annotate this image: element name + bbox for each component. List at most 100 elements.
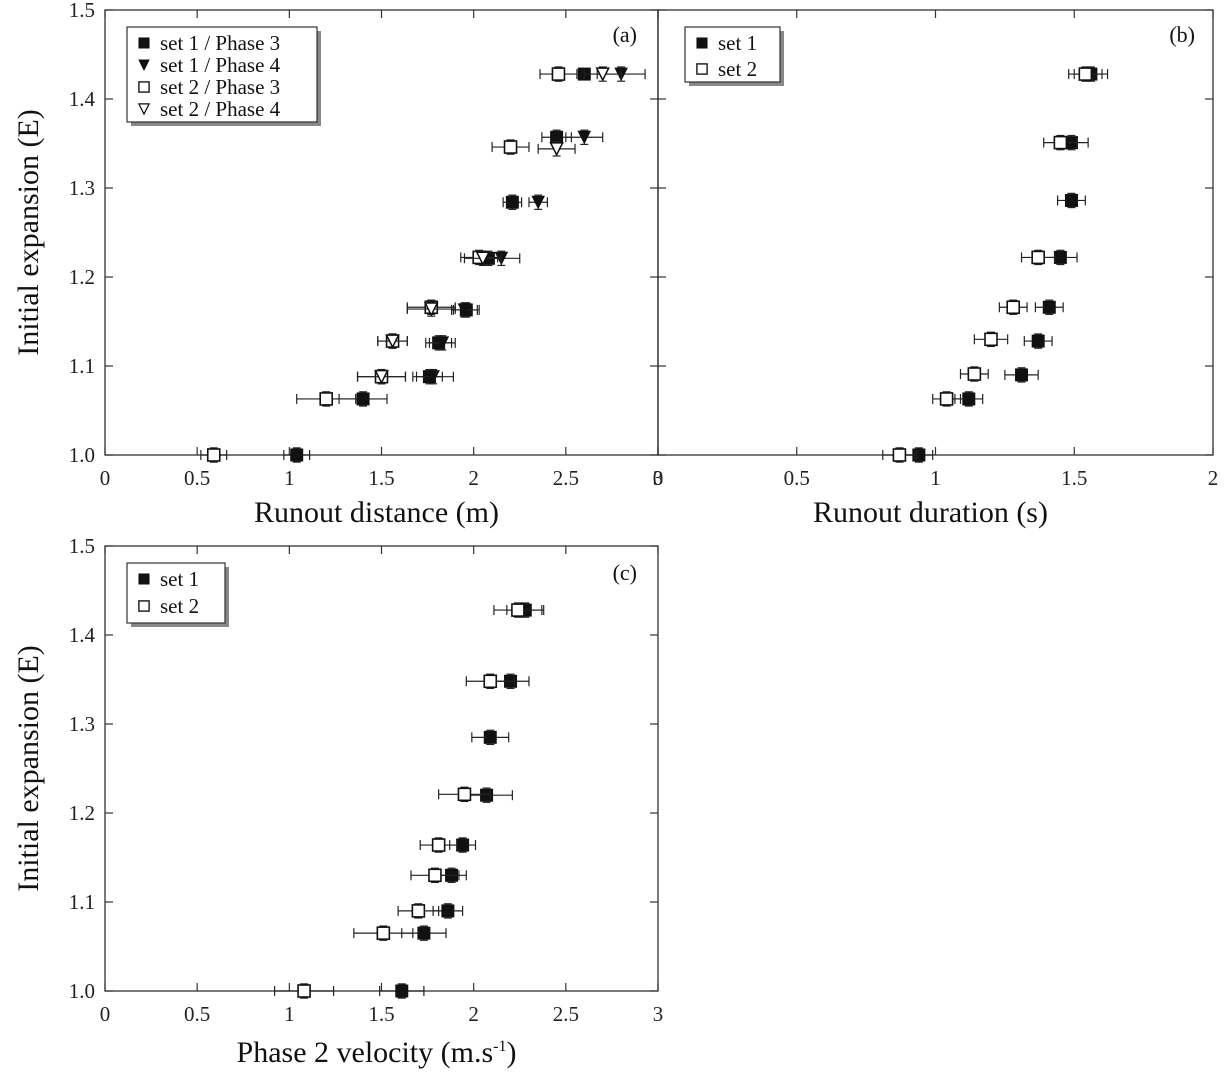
- data-point: [457, 303, 472, 318]
- y-tick-label: 1.0: [69, 443, 95, 467]
- panel-label: (c): [613, 560, 637, 585]
- x-tick-label: 1.5: [368, 466, 394, 490]
- legend-marker-symbol: [138, 59, 150, 72]
- legend-marker-symbol: [138, 81, 150, 93]
- legend-marker: [138, 59, 150, 72]
- data-point: [431, 838, 446, 852]
- series-4: [356, 66, 622, 385]
- legend-marker-symbol: [138, 37, 150, 49]
- data-point: [475, 251, 491, 266]
- data-point: [1015, 368, 1029, 382]
- x-tick-label: 1: [284, 1002, 295, 1026]
- legend-marker: [696, 63, 708, 75]
- legend-marker: [138, 37, 150, 49]
- data-point: [1064, 193, 1078, 207]
- data-point: [456, 838, 470, 852]
- data-point: [483, 674, 498, 689]
- x-tick-label: 1.5: [368, 1002, 394, 1026]
- data-point: [426, 370, 440, 384]
- x-tick-label: 1.5: [1061, 466, 1087, 490]
- x-tick-label: 1: [930, 466, 941, 490]
- y-tick-label: 1.2: [69, 265, 95, 289]
- data-point: [967, 367, 982, 381]
- data-point: [1031, 334, 1045, 348]
- legend-marker: [138, 81, 150, 93]
- x-tick-label: 2: [468, 1002, 479, 1026]
- y-tick-label: 1.2: [69, 801, 95, 825]
- panel-b: 0 0.5 1 1.5 2 Runout duration (s) (b) set 1set …: [653, 9, 1219, 529]
- y-tick-label: 1.5: [69, 534, 95, 558]
- data-point: [441, 904, 455, 918]
- data-point: [356, 392, 370, 406]
- x-tick-label: 0.5: [184, 1002, 210, 1026]
- legend-box: [126, 562, 226, 624]
- x-tick-label: 0: [100, 1002, 111, 1026]
- data-point: [319, 392, 334, 406]
- data-point: [984, 332, 998, 347]
- x-tick-label: 0: [653, 466, 664, 490]
- data-point: [551, 67, 566, 81]
- legend-marker: [138, 600, 150, 612]
- legend-entry: set 1: [160, 567, 199, 591]
- legend-box: [126, 26, 318, 123]
- x-tick-label: 0.5: [784, 466, 810, 490]
- panel-a: 0 0.5 1 1.5 2 2.5 3 1.0 1.1 1.2 1.3 1.4 1.5 Runout di…: [12, 0, 663, 529]
- x-tick-label: 3: [653, 466, 664, 490]
- legend-marker: [137, 103, 151, 116]
- x-tick-label: 2.5: [553, 466, 579, 490]
- data-point: [595, 67, 610, 82]
- x-axis-title: Phase 2 velocity (m.s-1): [237, 1036, 517, 1069]
- panel-c: 0 0.5 1 1.5 2 2.5 3 1.0 1.1 1.2 1.3 1.4 1.5 Phase 2 v…: [12, 534, 663, 1069]
- data-point: [1078, 67, 1093, 81]
- x-axis-title: Runout distance (m): [254, 496, 499, 529]
- data-point: [395, 984, 409, 998]
- data-point: [428, 868, 442, 883]
- legend-marker: [138, 573, 150, 585]
- y-tick-label: 1.3: [69, 176, 95, 200]
- legend-entry: set 2 / Phase 3: [160, 75, 280, 99]
- data-point: [1042, 300, 1056, 314]
- data-point: [297, 984, 311, 998]
- y-tick-label: 1.0: [69, 979, 95, 1003]
- data-point: [411, 904, 426, 918]
- series-2: [273, 602, 543, 999]
- legend-entry: set 1 / Phase 4: [160, 53, 281, 77]
- legend-marker-symbol: [138, 600, 150, 612]
- y-axis-title: Initial expansion (E): [12, 645, 45, 892]
- x-tick-label: 3: [653, 1002, 664, 1026]
- x-tick-label: 2: [1208, 466, 1219, 490]
- data-point: [939, 392, 954, 406]
- data-point: [511, 603, 525, 617]
- data-point: [1053, 250, 1067, 264]
- y-tick-label: 1.5: [69, 0, 95, 22]
- y-axis-title: Initial expansion (E): [12, 109, 45, 356]
- data-point: [435, 336, 450, 350]
- data-point: [1053, 135, 1068, 150]
- x-tick-label: 2.5: [553, 1002, 579, 1026]
- data-point: [206, 448, 221, 462]
- x-axis-title-superscript: -1: [493, 1038, 506, 1055]
- y-tick-label: 1.1: [69, 354, 95, 378]
- x-axis-title: Runout duration (s): [813, 496, 1048, 529]
- data-point: [503, 140, 518, 154]
- y-tick-label: 1.4: [69, 623, 96, 647]
- legend-entry: set 2: [718, 57, 757, 81]
- data-point: [1006, 300, 1021, 315]
- legend-entry: set 1: [718, 31, 757, 55]
- data-point: [480, 788, 494, 802]
- y-tick-label: 1.1: [69, 890, 95, 914]
- legend-entry: set 2 / Phase 4: [160, 97, 281, 121]
- data-point: [1031, 250, 1045, 265]
- legend-marker-symbol: [138, 573, 150, 585]
- y-tick-label: 1.3: [69, 712, 95, 736]
- series-3: [200, 66, 578, 463]
- legend-marker-symbol: [696, 63, 708, 75]
- legend-marker-symbol: [137, 103, 151, 116]
- data-point: [531, 195, 545, 210]
- data-point: [892, 448, 907, 462]
- series-2: [882, 66, 1103, 463]
